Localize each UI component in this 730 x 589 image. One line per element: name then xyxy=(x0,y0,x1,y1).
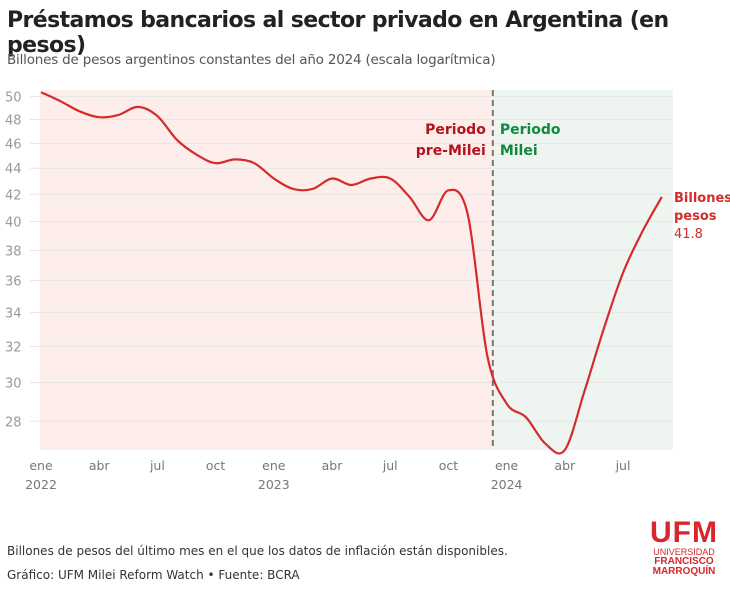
x-tick-label: abr xyxy=(89,458,111,473)
x-tick-label: ene xyxy=(262,458,286,473)
logo-marroquin: MARROQUÍN xyxy=(652,566,716,577)
y-tick-label: 28 xyxy=(5,415,22,430)
x-tick-label: jul xyxy=(615,458,631,473)
x-tick-label: abr xyxy=(322,458,344,473)
x-tick-label: jul xyxy=(382,458,398,473)
milei-label: Milei xyxy=(500,143,538,159)
logo-ufm: UFM xyxy=(650,516,718,549)
y-tick-label: 40 xyxy=(5,216,22,231)
y-tick-label: 50 xyxy=(5,91,22,106)
y-tick-label: 48 xyxy=(5,114,22,129)
x-tick-year: 2024 xyxy=(491,477,523,492)
pre-milei-region xyxy=(40,90,493,450)
series-line xyxy=(40,91,663,455)
end-label: pesos xyxy=(674,209,717,224)
x-tick-label: ene xyxy=(495,458,519,473)
chart-source: Gráfico: UFM Milei Reform Watch • Fuente… xyxy=(7,568,300,582)
x-tick-label: oct xyxy=(439,458,459,473)
x-tick-year: 2023 xyxy=(258,477,290,492)
ufm-logo: UFM UNIVERSIDAD FRANCISCO MARROQUÍN xyxy=(648,518,720,577)
x-tick-label: oct xyxy=(206,458,226,473)
y-tick-label: 36 xyxy=(5,275,22,290)
pre-milei-label: Periodo xyxy=(425,122,486,138)
x-tick-year: 2022 xyxy=(25,477,57,492)
y-tick-label: 32 xyxy=(5,341,22,356)
y-tick-label: 34 xyxy=(5,307,22,322)
milei-label: Periodo xyxy=(500,122,561,138)
y-tick-label: 46 xyxy=(5,137,22,152)
chart-plot: 28 30 32 34 36 38 40 42 44 46 48 50 ene 2022 abr jul oct… xyxy=(5,90,730,492)
y-tick-label: 44 xyxy=(5,162,22,177)
end-label: Billones xyxy=(674,191,730,206)
x-tick-label: jul xyxy=(149,458,165,473)
x-tick-label: abr xyxy=(554,458,576,473)
y-tick-label: 42 xyxy=(5,188,22,203)
x-tick-label: ene xyxy=(29,458,53,473)
chart-subtitle: Billones de pesos argentinos constantes … xyxy=(7,52,496,68)
end-value-label: 41.8 xyxy=(674,227,703,242)
pre-milei-label: pre-Milei xyxy=(416,143,486,159)
y-tick-label: 30 xyxy=(5,377,22,392)
y-tick-label: 38 xyxy=(5,244,22,259)
chart-note: Billones de pesos del último mes en el q… xyxy=(7,544,508,558)
logo-universidad: UNIVERSIDAD xyxy=(653,547,715,557)
logo-francisco: FRANCISCO xyxy=(654,556,714,567)
milei-region xyxy=(492,90,673,450)
chart-title: Préstamos bancarios al sector privado en… xyxy=(7,8,669,58)
